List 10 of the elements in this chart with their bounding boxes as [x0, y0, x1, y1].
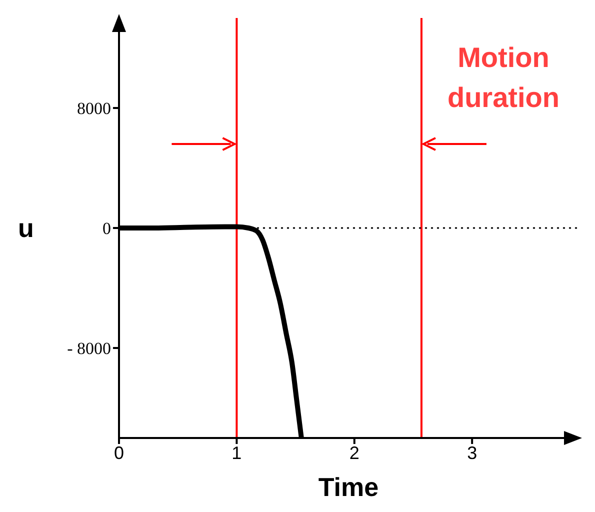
x-tick-label: 0: [114, 442, 124, 463]
x-axis-title: Time: [318, 472, 379, 502]
x-tick-label: 1: [232, 442, 242, 463]
y-tick-label: 8000: [77, 99, 111, 118]
x-tick-label: 2: [349, 442, 360, 463]
annotation: Motion duration: [446, 41, 560, 115]
y-tick-label: 0: [102, 219, 111, 238]
x-tick-label: 3: [467, 442, 478, 463]
y-axis-title: u: [18, 213, 34, 244]
y-tick-label: - 8000: [67, 339, 111, 358]
